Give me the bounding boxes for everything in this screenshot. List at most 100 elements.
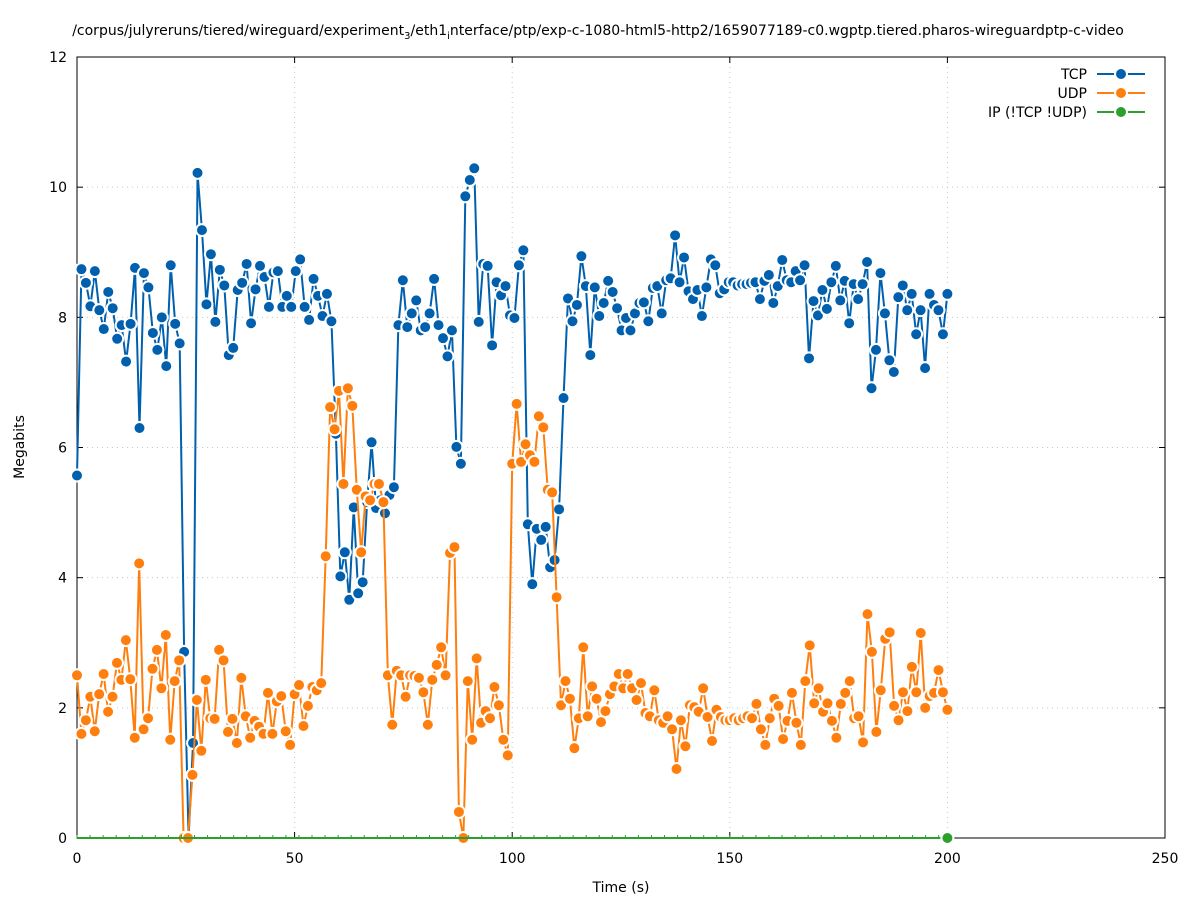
data-point: [154, 681, 169, 696]
data-point: [274, 689, 289, 704]
data-point: [696, 681, 711, 696]
data-point: [127, 730, 142, 745]
data-point: [904, 286, 919, 301]
data-point: [270, 264, 285, 279]
data-point: [185, 767, 200, 782]
data-point: [110, 331, 125, 346]
data-point: [145, 661, 160, 676]
data-point: [672, 275, 687, 290]
data-point: [574, 249, 589, 264]
data-point: [225, 711, 240, 726]
data-point: [868, 342, 883, 357]
data-point: [288, 264, 303, 279]
data-point: [882, 353, 897, 368]
data-point: [451, 804, 466, 819]
data-point: [118, 633, 133, 648]
data-point: [318, 549, 333, 564]
data-point: [226, 340, 241, 355]
data-point: [708, 258, 723, 273]
data-point: [296, 719, 311, 734]
data-point: [585, 679, 600, 694]
data-point: [552, 502, 567, 517]
data-point: [422, 306, 437, 321]
data-point: [629, 693, 644, 708]
data-point: [491, 698, 506, 713]
data-point: [371, 476, 386, 491]
data-point: [460, 674, 475, 689]
data-point: [216, 653, 231, 668]
data-point: [855, 277, 870, 292]
data-point: [482, 711, 497, 726]
data-point: [766, 296, 781, 311]
data-point: [589, 691, 604, 706]
data-point: [678, 739, 693, 754]
data-point: [467, 161, 482, 176]
y-tick-label: 10: [49, 180, 67, 196]
data-point: [909, 327, 924, 342]
data-point: [633, 676, 648, 691]
data-point: [620, 666, 635, 681]
y-tick-label: 12: [49, 50, 67, 66]
series-udp: [70, 381, 955, 845]
data-point: [842, 316, 857, 331]
data-point: [297, 299, 312, 314]
data-point: [425, 672, 440, 687]
data-point: [705, 734, 720, 749]
data-point: [538, 519, 553, 534]
data-point: [292, 678, 307, 693]
data-point: [556, 391, 571, 406]
data-point: [400, 320, 415, 335]
data-point: [314, 676, 329, 691]
data-point: [105, 689, 120, 704]
data-point: [306, 271, 321, 286]
data-point: [549, 590, 564, 605]
data-point: [377, 506, 392, 521]
data-point: [669, 762, 684, 777]
legend-label: IP (!TCP !UDP): [988, 105, 1087, 121]
data-point: [802, 351, 817, 366]
data-point: [411, 670, 426, 685]
data-point: [567, 741, 582, 756]
data-point: [545, 485, 560, 500]
data-point: [235, 275, 250, 290]
data-point: [302, 312, 317, 327]
data-point: [449, 439, 464, 454]
data-point: [333, 569, 348, 584]
data-point: [189, 693, 204, 708]
data-point: [797, 258, 812, 273]
data-point: [771, 698, 786, 713]
data-point: [427, 271, 442, 286]
data-point: [660, 709, 675, 724]
data-point: [416, 685, 431, 700]
data-point: [498, 279, 513, 294]
data-point: [665, 722, 680, 737]
data-point: [440, 349, 455, 364]
data-point: [168, 316, 183, 331]
data-point: [337, 545, 352, 560]
data-point: [447, 540, 462, 555]
data-point: [429, 657, 444, 672]
data-point: [824, 275, 839, 290]
data-point: [386, 480, 401, 495]
x-tick-label: 150: [716, 851, 743, 867]
data-point: [149, 642, 164, 657]
data-point: [864, 381, 879, 396]
data-point: [802, 638, 817, 653]
data-point: [909, 685, 924, 700]
data-point: [278, 724, 293, 739]
data-point: [462, 173, 477, 188]
x-tick-label: 100: [499, 851, 526, 867]
data-point: [434, 640, 449, 655]
data-point: [364, 435, 379, 450]
data-point: [869, 724, 884, 739]
data-point: [363, 493, 378, 508]
data-point: [940, 831, 955, 845]
data-point: [92, 303, 107, 318]
data-point: [150, 342, 165, 357]
data-point: [758, 737, 773, 752]
data-point: [856, 735, 871, 750]
data-point: [123, 316, 138, 331]
data-point: [576, 640, 591, 655]
data-point: [70, 468, 84, 483]
data-point: [487, 680, 502, 695]
